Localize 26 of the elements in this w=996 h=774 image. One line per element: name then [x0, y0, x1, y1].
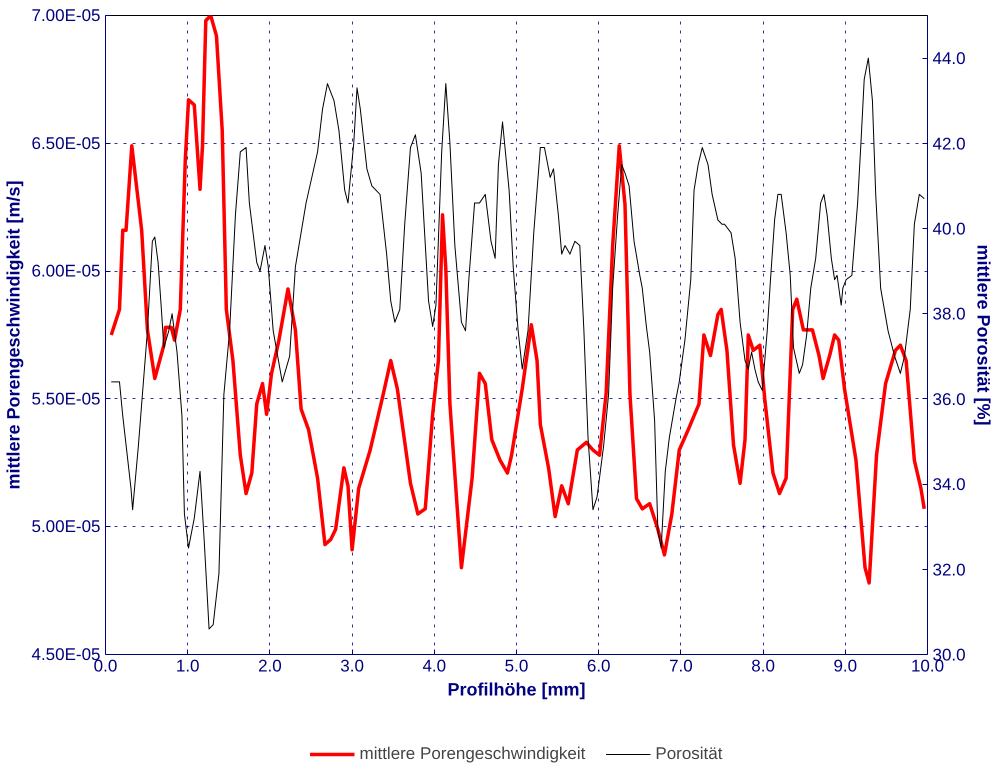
x-tick-label: 6.0	[586, 656, 611, 676]
legend-label: mittlere Porengeschwindigkeit	[360, 744, 586, 764]
x-tick-label: 4.0	[422, 656, 446, 676]
y2-tick-label: 32.0	[932, 560, 966, 580]
y2-tick-label: 44.0	[932, 49, 966, 68]
y-tick-label: 5.50E-05	[32, 389, 101, 408]
y2-tick-label: 36.0	[932, 390, 966, 409]
y2-tick-label: 38.0	[932, 304, 966, 324]
y2-tick-label: 42.0	[932, 134, 966, 154]
y2-tick-label: 40.0	[932, 220, 966, 238]
x-tick-label: 9.0	[833, 656, 858, 676]
y-tick-label: 6.50E-05	[32, 134, 101, 153]
y-tick-label: 7.00E-05	[32, 6, 101, 25]
x-axis-title: Profilhöhe [mm]	[448, 680, 586, 700]
x-tick-label: 1.0	[176, 656, 200, 676]
x-tick-label: 3.0	[340, 656, 364, 676]
x-tick-label: 2.0	[258, 656, 282, 676]
y-axis-title: mittlere Porengeschwindigkeit [m/s]	[4, 180, 24, 490]
x-tick-label: 8.0	[751, 656, 775, 676]
y2-tick-label: 34.0	[932, 475, 966, 494]
x-tick-label: 5.0	[504, 656, 528, 676]
legend-label: Porosität	[655, 744, 722, 764]
x-tick-label: 7.0	[669, 656, 693, 676]
y-tick-label: 6.00E-05	[32, 262, 101, 281]
y2-axis-title: mittlere Porosität [%]	[974, 244, 994, 426]
y-tick-label: 5.00E-05	[32, 517, 101, 536]
